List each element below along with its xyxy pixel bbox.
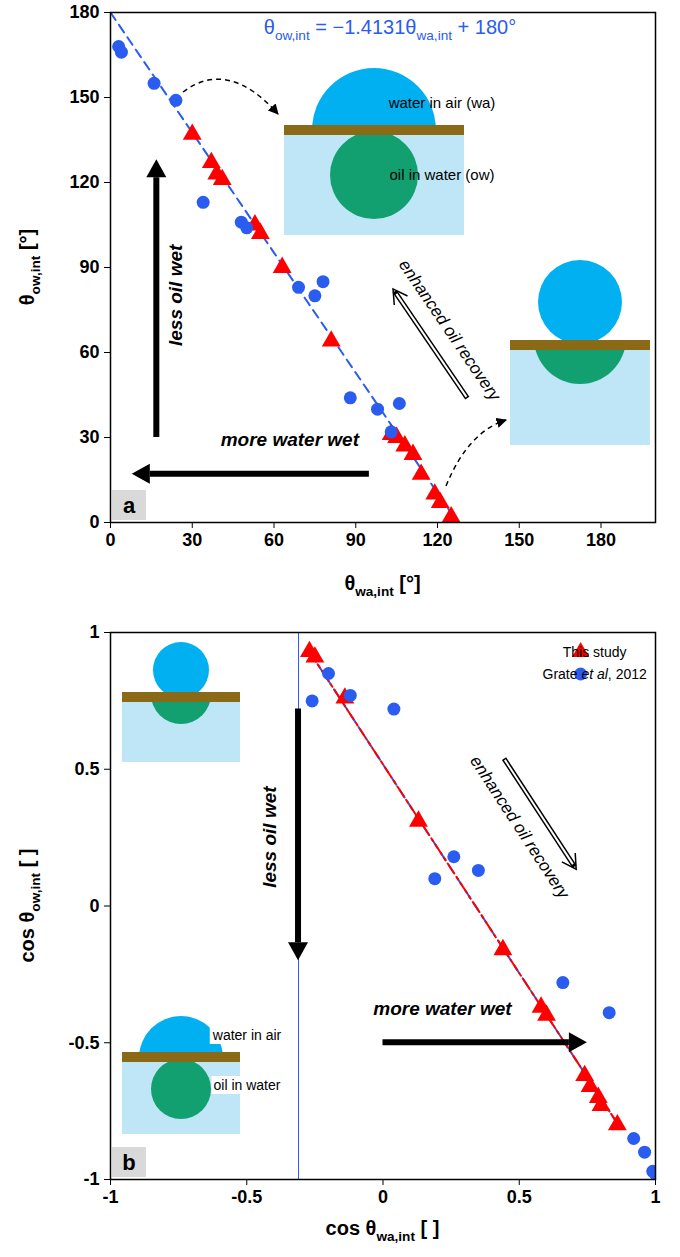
svg-text:water in air (wa): water in air (wa) xyxy=(388,94,496,111)
svg-text:0: 0 xyxy=(105,530,115,550)
svg-text:enhanced oil recovery: enhanced oil recovery xyxy=(395,256,505,405)
svg-text:b: b xyxy=(122,1150,135,1175)
svg-text:0.5: 0.5 xyxy=(74,759,99,779)
svg-text:cos θwa,int [ ]: cos θwa,int [ ] xyxy=(326,1217,440,1244)
svg-text:0: 0 xyxy=(89,896,99,916)
svg-text:120: 120 xyxy=(422,530,452,550)
svg-text:a: a xyxy=(123,493,136,518)
svg-text:more water wet: more water wet xyxy=(373,998,512,1019)
svg-text:more water wet: more water wet xyxy=(221,429,360,450)
svg-text:0.5: 0.5 xyxy=(507,1187,532,1207)
svg-text:180: 180 xyxy=(69,2,99,22)
svg-text:This study: This study xyxy=(563,644,627,660)
svg-text:150: 150 xyxy=(504,530,534,550)
svg-text:θow,int = −1.4131θwa,int + 180: θow,int = −1.4131θwa,int + 180° xyxy=(264,16,516,43)
svg-text:θwa,int [°]: θwa,int [°] xyxy=(344,572,420,599)
svg-text:cos θow,int [ ]: cos θow,int [ ] xyxy=(16,848,43,962)
svg-text:Grate et al, 2012: Grate et al, 2012 xyxy=(542,666,647,682)
svg-text:120: 120 xyxy=(69,172,99,192)
svg-text:0: 0 xyxy=(89,512,99,532)
svg-text:150: 150 xyxy=(69,87,99,107)
svg-text:θow,int [°]: θow,int [°] xyxy=(16,229,43,305)
svg-text:enhanced oil recovery: enhanced oil recovery xyxy=(466,752,574,903)
svg-text:oil in water: oil in water xyxy=(214,1077,281,1093)
svg-text:-0.5: -0.5 xyxy=(231,1187,262,1207)
svg-text:water in air: water in air xyxy=(212,1027,282,1043)
svg-text:1: 1 xyxy=(650,1187,660,1207)
svg-text:less oil wet: less oil wet xyxy=(165,244,186,346)
svg-text:180: 180 xyxy=(586,530,616,550)
svg-text:0: 0 xyxy=(378,1187,388,1207)
svg-text:1: 1 xyxy=(89,622,99,642)
svg-text:60: 60 xyxy=(79,342,99,362)
svg-text:30: 30 xyxy=(182,530,202,550)
svg-text:30: 30 xyxy=(79,427,99,447)
svg-text:less oil wet: less oil wet xyxy=(259,786,280,888)
svg-text:-1: -1 xyxy=(83,1169,99,1189)
svg-text:90: 90 xyxy=(79,257,99,277)
svg-text:oil in water (ow): oil in water (ow) xyxy=(389,166,494,183)
svg-text:60: 60 xyxy=(264,530,284,550)
svg-text:-0.5: -0.5 xyxy=(68,1033,99,1053)
svg-text:-1: -1 xyxy=(102,1187,118,1207)
svg-text:90: 90 xyxy=(346,530,366,550)
